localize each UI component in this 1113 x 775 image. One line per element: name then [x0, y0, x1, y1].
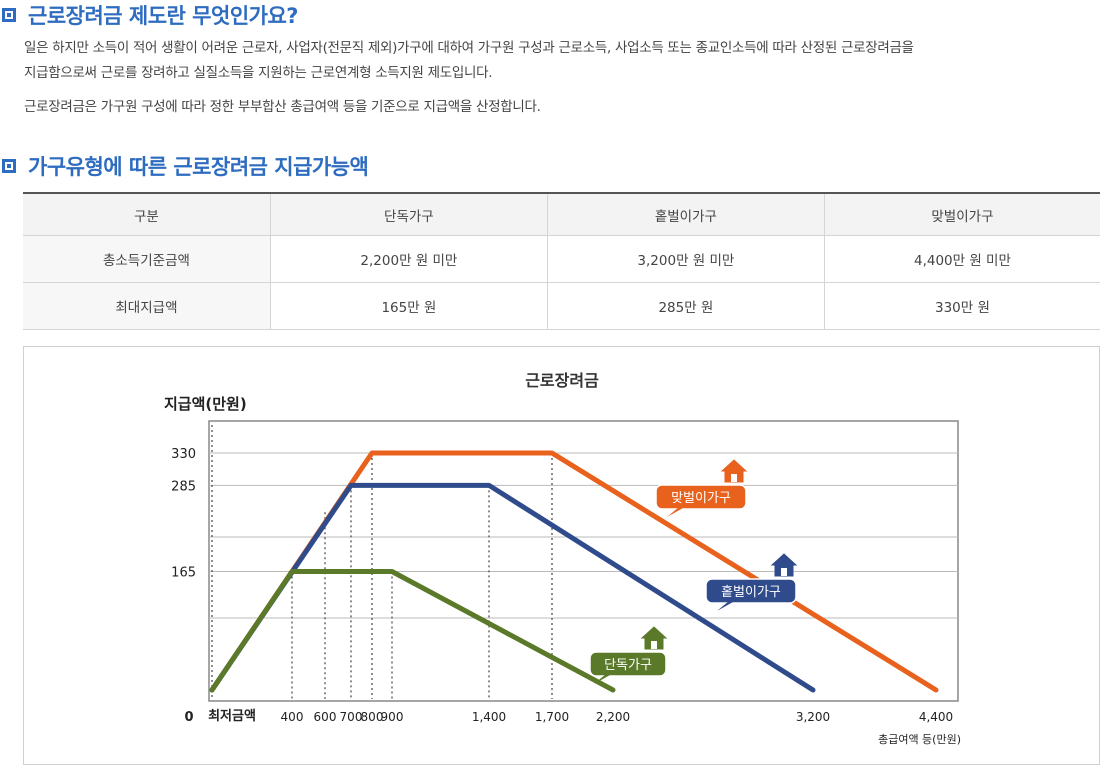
series-label-2: 단독가구 — [589, 626, 668, 684]
intro-line-1: 일은 하지만 소득이 적어 생활이 어려운 근로자, 사업자(전문직 제외)가구… — [24, 40, 914, 56]
series-name: 맞벌이가구 — [671, 491, 731, 506]
table-cell: 3,200만 원 미만 — [546, 235, 825, 283]
section-title-text: 근로장려금 제도란 무엇인가요? — [28, 4, 298, 28]
plot-frame — [208, 420, 959, 702]
house-icon — [640, 626, 668, 650]
x-tick-label: 700 — [340, 710, 363, 724]
section-title-about: 근로장려금 제도란 무엇인가요? — [2, 0, 298, 30]
x-tick-label: 4,400 — [919, 710, 953, 724]
grid-lines — [209, 452, 958, 619]
house-door — [731, 474, 737, 482]
house-door — [651, 641, 657, 649]
table-cell: 2,200만 원 미만 — [269, 235, 548, 283]
x-origin-label: 0 — [184, 710, 193, 725]
house-icon — [720, 459, 748, 483]
table-header-cell: 맞벌이가구 — [823, 192, 1100, 236]
square-bullet-icon — [2, 8, 16, 22]
house-door — [781, 568, 787, 576]
table-cell: 285만 원 — [546, 282, 825, 330]
x-tick-label: 3,200 — [796, 710, 830, 724]
y-axis-label: 지급액(만원) — [164, 395, 247, 413]
x-tick-label: 2,200 — [596, 710, 630, 724]
y-tick-label: 285 — [171, 479, 196, 494]
label-pill — [655, 484, 747, 510]
intro-line-2: 지급함으로써 근로를 장려하고 실질소득을 지원하는 근로연계형 소득지원 제도… — [24, 65, 493, 81]
table-cell: 4,400만 원 미만 — [823, 235, 1100, 283]
y-ticks: 165 285 330 — [171, 447, 196, 581]
label-pointer — [717, 601, 733, 611]
x-tick-label: 600 — [314, 710, 337, 724]
x-tick-label: 1,400 — [472, 710, 506, 724]
x-min-label: 최저금액 — [208, 709, 256, 724]
table-header-row: 구분 단독가구 홑벌이가구 맞벌이가구 — [23, 192, 1100, 236]
series-line-2 — [209, 569, 616, 693]
table-header-cell: 구분 — [23, 192, 271, 236]
table-cell: 최대지급액 — [23, 282, 271, 330]
table-row: 최대지급액 165만 원 285만 원 330만 원 — [23, 282, 1100, 330]
section-title-amounts: 가구유형에 따른 근로장려금 지급가능액 — [2, 151, 369, 181]
series-label-1: 홑벌이가구 — [705, 553, 798, 611]
section-title-text: 가구유형에 따른 근로장려금 지급가능액 — [28, 155, 369, 179]
y-tick-label: 165 — [171, 566, 196, 581]
square-bullet-icon — [2, 159, 16, 173]
label-pill — [705, 578, 797, 604]
label-pointer — [594, 674, 610, 684]
series-label-0: 맞벌이가구 — [655, 459, 748, 517]
chart-container: 근로장려금 지급액(만원) 165 285 330 400 600 700 800 900 1… — [23, 346, 1100, 765]
series-name: 홑벌이가구 — [721, 585, 781, 600]
table-cell: 총소득기준금액 — [23, 235, 271, 283]
amount-table: 구분 단독가구 홑벌이가구 맞벌이가구 총소득기준금액 2,200만 원 미만 … — [23, 192, 1100, 330]
x-tick-label: 400 — [281, 710, 304, 724]
label-pill — [589, 651, 667, 677]
x-tick-label: 900 — [381, 710, 404, 724]
table-cell: 165만 원 — [269, 282, 548, 330]
table-row: 총소득기준금액 2,200만 원 미만 3,200만 원 미만 4,400만 원… — [23, 235, 1100, 283]
table-header-cell: 단독가구 — [269, 192, 548, 236]
basis-paragraph: 근로장려금은 가구원 구성에 따라 정한 부부합산 총급여액 등을 기준으로 지… — [24, 99, 541, 115]
table-cell: 330만 원 — [823, 282, 1100, 330]
label-pointer — [667, 507, 683, 517]
vertical-guides — [211, 425, 553, 699]
intro-paragraph: 일은 하지만 소득이 적어 생활이 어려운 근로자, 사업자(전문직 제외)가구… — [24, 36, 1099, 86]
table-header-cell: 홑벌이가구 — [546, 192, 825, 236]
x-tick-label: 1,700 — [535, 710, 569, 724]
series-lines — [209, 450, 939, 693]
y-tick-label: 330 — [171, 447, 196, 462]
x-axis-label: 총급여액 등(만원) — [878, 733, 961, 746]
x-tick-label: 800 — [361, 710, 384, 724]
house-icon — [770, 553, 798, 577]
series-name: 단독가구 — [604, 658, 652, 673]
chart-title: 근로장려금 — [525, 371, 599, 390]
